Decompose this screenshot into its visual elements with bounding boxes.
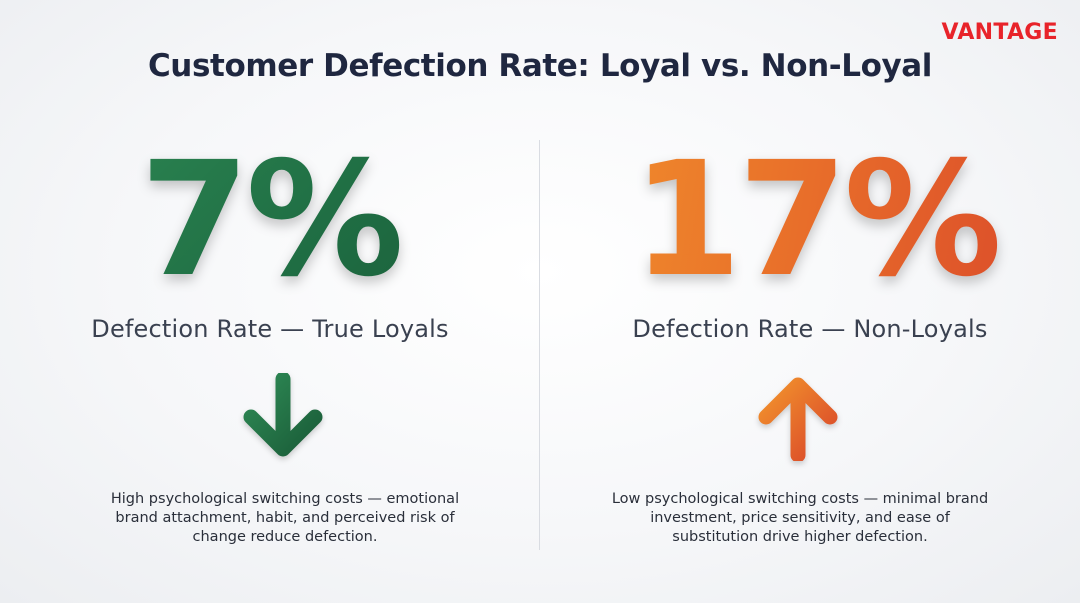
arrow-down-icon — [241, 373, 325, 461]
non-loyal-defection-value: 17% — [540, 140, 1080, 300]
center-divider — [539, 140, 540, 550]
non-loyal-panel: 17% Defection Rate — Non-Loyals Low psyc… — [540, 140, 1080, 560]
arrow-up-icon — [756, 373, 840, 461]
loyal-panel: 7% Defection Rate — True Loyals High psy… — [0, 140, 540, 560]
loyal-defection-value: 7% — [0, 140, 540, 300]
loyal-defection-label: Defection Rate — True Loyals — [91, 315, 449, 343]
page-title: Customer Defection Rate: Loyal vs. Non-L… — [147, 48, 933, 84]
non-loyal-description: Low psychological switching costs — mini… — [611, 491, 989, 545]
non-loyal-defection-label: Defection Rate — Non-Loyals — [632, 315, 988, 343]
loyal-description: High psychological switching costs — emo… — [110, 491, 460, 545]
brand-logo: VANTAGE — [941, 20, 1058, 45]
